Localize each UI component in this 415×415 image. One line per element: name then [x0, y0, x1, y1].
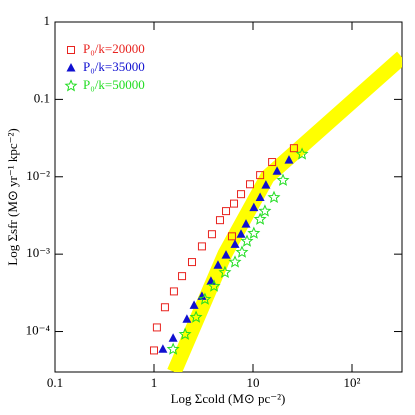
- square-marker: [178, 272, 187, 281]
- triangle-marker: [249, 202, 259, 212]
- square-marker: [230, 199, 239, 208]
- plot-frame: [54, 21, 403, 373]
- star-marker: [178, 327, 192, 340]
- y-tick-label: 0.1: [34, 90, 50, 105]
- square-marker: [149, 346, 158, 355]
- y-tick-label: 1: [44, 13, 51, 28]
- star-marker: [64, 79, 78, 92]
- star-marker: [207, 279, 221, 292]
- square-marker: [67, 46, 75, 54]
- square-marker: [222, 207, 231, 216]
- triangle-marker: [284, 155, 294, 164]
- square-marker: [169, 287, 178, 296]
- square-marker: [207, 230, 216, 239]
- square-marker: [187, 258, 196, 267]
- square-marker: [160, 303, 169, 312]
- star-marker: [240, 234, 254, 247]
- star-marker: [295, 147, 309, 160]
- triangle-marker: [189, 300, 199, 309]
- triangle-marker: [168, 333, 178, 342]
- y-axis-label: Log Σsfr (M⊙ yr⁻¹ kpc⁻²): [5, 128, 20, 265]
- y-tick-label: 10⁻²: [26, 168, 50, 183]
- square-marker: [237, 190, 246, 199]
- square-marker: [289, 144, 298, 153]
- x-tick-label: 0.1: [47, 375, 63, 390]
- triangle-marker: [272, 166, 282, 175]
- square-marker: [246, 180, 255, 189]
- square-marker: [256, 171, 265, 180]
- star-marker: [247, 226, 261, 239]
- star-marker: [258, 204, 272, 217]
- triangle-marker: [182, 314, 192, 323]
- star-marker: [276, 173, 290, 186]
- x-tick-label: 10²: [344, 375, 361, 390]
- star-marker: [235, 245, 249, 258]
- legend-label: P₀/k=50000: [83, 77, 145, 92]
- square-marker: [215, 216, 224, 225]
- x-axis-label: Log Σcold (M⊙ pc⁻²): [171, 391, 286, 406]
- triangle-marker: [255, 192, 265, 201]
- triangle-marker: [158, 344, 168, 353]
- star-marker: [267, 190, 281, 203]
- triangle-marker: [230, 239, 240, 248]
- y-tick-label: 10⁻³: [26, 245, 50, 260]
- triangle-marker: [236, 229, 246, 238]
- legend-label: P₀/k=35000: [83, 59, 145, 74]
- x-tick-label: 10: [246, 375, 259, 390]
- star-marker: [218, 265, 232, 278]
- star-marker: [166, 342, 180, 355]
- y-tick-label: 10⁻⁴: [26, 323, 51, 338]
- square-marker: [152, 323, 161, 332]
- square-marker: [268, 158, 277, 167]
- triangle-marker: [221, 250, 231, 259]
- x-tick-label: 1: [151, 375, 158, 390]
- star-marker: [253, 212, 267, 225]
- triangle-marker: [261, 180, 271, 189]
- square-marker: [197, 242, 206, 251]
- square-marker: [227, 232, 236, 241]
- model-band: [167, 51, 402, 372]
- legend-label: P₀/k=20000: [83, 41, 145, 56]
- triangle-marker: [241, 219, 251, 228]
- star-marker: [228, 255, 242, 268]
- star-marker: [198, 292, 212, 305]
- star-marker: [189, 310, 203, 323]
- triangle-marker: [66, 63, 76, 72]
- triangle-marker: [213, 260, 223, 269]
